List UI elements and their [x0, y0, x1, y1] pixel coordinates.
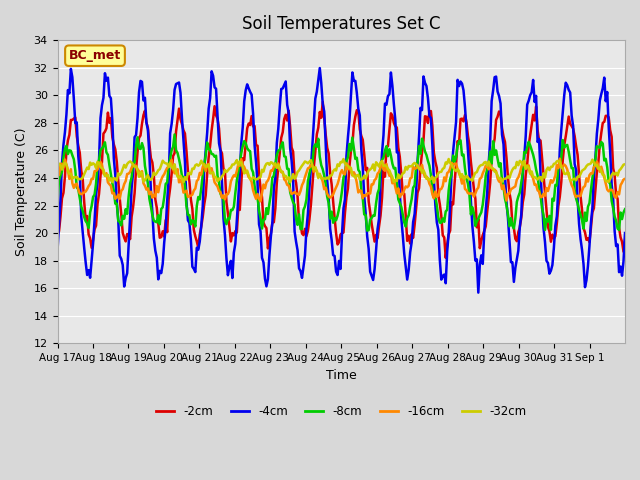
-4cm: [91, 217, 99, 223]
Line: -2cm: -2cm: [58, 102, 625, 258]
-4cm: [54, 248, 61, 253]
-4cm: [545, 271, 553, 276]
-16cm: [621, 176, 629, 182]
-4cm: [347, 93, 355, 99]
-2cm: [461, 112, 469, 118]
-32cm: [461, 176, 469, 181]
-4cm: [73, 120, 81, 125]
-16cm: [257, 198, 264, 204]
-4cm: [460, 87, 467, 93]
-2cm: [319, 99, 326, 105]
-2cm: [545, 228, 553, 234]
-8cm: [545, 213, 553, 219]
Legend: -2cm, -4cm, -8cm, -16cm, -32cm: -2cm, -4cm, -8cm, -16cm, -32cm: [152, 400, 531, 422]
-2cm: [620, 249, 627, 254]
-8cm: [620, 210, 627, 216]
-16cm: [73, 181, 81, 187]
Line: -8cm: -8cm: [58, 134, 625, 230]
Text: BC_met: BC_met: [69, 49, 121, 62]
-32cm: [91, 161, 99, 167]
-4cm: [620, 258, 627, 264]
-16cm: [620, 177, 627, 182]
Line: -32cm: -32cm: [58, 159, 625, 183]
-8cm: [73, 185, 81, 191]
Line: -16cm: -16cm: [58, 158, 625, 201]
-32cm: [621, 161, 629, 167]
Title: Soil Temperatures Set C: Soil Temperatures Set C: [242, 15, 440, 33]
-2cm: [54, 232, 61, 238]
-16cm: [54, 173, 61, 179]
Line: -4cm: -4cm: [58, 68, 625, 293]
-32cm: [346, 165, 353, 171]
-2cm: [91, 227, 99, 232]
-8cm: [91, 192, 99, 197]
-8cm: [621, 206, 629, 212]
-32cm: [73, 174, 81, 180]
-16cm: [544, 188, 552, 194]
-8cm: [171, 132, 179, 137]
-32cm: [430, 180, 438, 186]
-16cm: [460, 174, 467, 180]
-8cm: [364, 228, 371, 233]
-32cm: [445, 156, 452, 162]
-8cm: [347, 148, 355, 154]
-2cm: [621, 237, 629, 243]
-2cm: [442, 255, 449, 261]
-4cm: [621, 230, 629, 236]
X-axis label: Time: Time: [326, 369, 356, 382]
-16cm: [556, 156, 564, 161]
-4cm: [316, 65, 324, 71]
-32cm: [545, 167, 553, 173]
-16cm: [91, 168, 99, 174]
-8cm: [54, 199, 61, 205]
-4cm: [474, 290, 482, 296]
Y-axis label: Soil Temperature (C): Soil Temperature (C): [15, 128, 28, 256]
-32cm: [620, 162, 627, 168]
-8cm: [461, 166, 469, 171]
-32cm: [54, 159, 61, 165]
-2cm: [73, 133, 81, 139]
-16cm: [347, 168, 355, 174]
-2cm: [347, 149, 355, 155]
